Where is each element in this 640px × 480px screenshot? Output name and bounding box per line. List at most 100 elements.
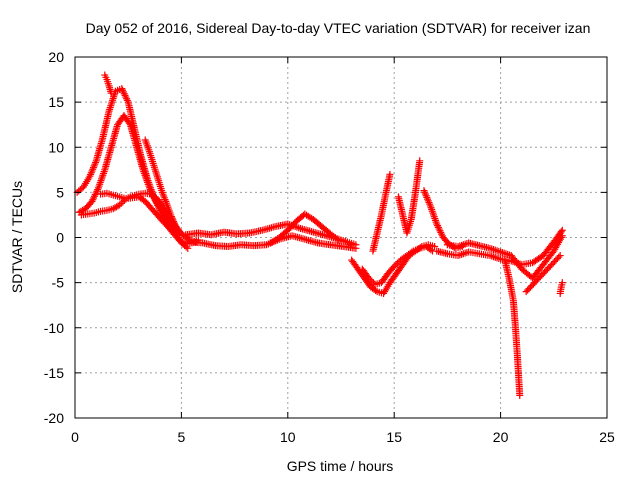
data-point-interp	[174, 227, 182, 235]
x-tick-label: 25	[599, 429, 615, 445]
data-point-interp	[173, 224, 181, 232]
data-point-interp	[368, 277, 376, 285]
data-point	[86, 172, 94, 180]
series-arc-m	[394, 157, 424, 237]
data-point-interp	[92, 189, 100, 197]
y-tick-label: -10	[44, 320, 64, 336]
data-point	[88, 197, 96, 205]
data-point-interp	[436, 227, 444, 235]
data-point	[390, 262, 398, 270]
data-point-interp	[393, 259, 401, 267]
series-arc-i	[267, 210, 360, 249]
data-point-interp	[421, 188, 429, 196]
y-tick-label: -5	[52, 275, 65, 291]
series-arc-f	[101, 71, 115, 97]
data-point-interp	[170, 218, 178, 226]
series-arc-k	[358, 243, 437, 288]
data-point-interp	[89, 196, 97, 204]
series-arc-p	[443, 232, 566, 282]
axis-ticks: 0 5 10 15 20 25 -20 -15 -10 -5 0 5 10 15 20	[44, 49, 615, 445]
data-point-interp	[146, 186, 154, 194]
data-point-interp	[123, 96, 131, 104]
data-point-interp	[366, 276, 374, 284]
data-point	[420, 187, 428, 195]
x-tick-label: 0	[71, 429, 79, 445]
data-point-interp	[90, 192, 98, 200]
y-tick-label: 20	[48, 49, 64, 65]
x-tick-label: 20	[493, 429, 509, 445]
data-point	[160, 219, 168, 227]
data-point	[107, 89, 115, 97]
data-point-interp	[89, 165, 97, 173]
data-point-interp	[427, 246, 435, 254]
data-point	[558, 279, 566, 287]
data-point-interp	[557, 233, 565, 241]
data-point-interp	[170, 219, 178, 227]
x-tick-label: 15	[386, 429, 402, 445]
data-point-interp	[88, 167, 96, 175]
y-tick-label: 10	[48, 139, 64, 155]
data-point-interp	[169, 216, 177, 224]
data-point-interp	[87, 169, 95, 177]
data-point-interp	[333, 235, 341, 243]
data-point-interp	[172, 222, 180, 230]
data-point-interp	[422, 192, 430, 200]
data-point-interp	[121, 91, 129, 99]
data-point-interp	[168, 214, 176, 222]
data-point-interp	[174, 226, 182, 234]
data-point-interp	[434, 223, 442, 231]
data-point-interp	[555, 253, 563, 261]
data-point-interp	[408, 248, 416, 256]
data-point-interp	[425, 199, 433, 207]
data-point	[556, 252, 564, 260]
data-point-interp	[182, 243, 190, 251]
series-arc-l	[369, 170, 394, 255]
y-tick-label: 0	[56, 230, 64, 246]
data-point-interp	[89, 164, 97, 172]
series-arc-d	[97, 189, 181, 239]
data-point-interp	[125, 119, 133, 127]
data-point	[175, 229, 183, 237]
series-arc-j	[348, 241, 439, 297]
data-point-interp	[94, 186, 102, 194]
x-axis-label: GPS time / hours	[287, 458, 394, 474]
series-arc-q	[501, 256, 524, 399]
y-axis-label: SDTVAR / TECUs	[9, 181, 25, 293]
y-tick-label: -20	[44, 410, 64, 426]
data-point	[431, 243, 439, 251]
data-point-interp	[423, 193, 431, 201]
x-tick-label: 10	[280, 429, 296, 445]
data-point-interp	[90, 194, 98, 202]
data-point-interp	[434, 222, 442, 230]
data-point-interp	[93, 187, 101, 195]
data-point-interp	[372, 287, 380, 295]
data-point-interp	[369, 279, 377, 287]
data-point-interp	[164, 222, 172, 230]
data-point	[167, 211, 175, 219]
data-point-interp	[119, 86, 127, 94]
data-point-interp	[119, 88, 127, 96]
data-point-interp	[119, 198, 127, 206]
series-arc-r	[522, 252, 564, 296]
data-point-interp	[426, 200, 434, 208]
data-point	[352, 241, 360, 249]
x-tick-label: 5	[178, 429, 186, 445]
chart-title: Day 052 of 2016, Sidereal Day-to-day VTE…	[86, 20, 591, 36]
data-point-interp	[424, 197, 432, 205]
data-point	[145, 184, 153, 192]
data-point-interp	[167, 213, 175, 221]
data-point-interp	[438, 230, 446, 238]
data-point	[184, 244, 192, 252]
y-tick-label: 15	[48, 94, 64, 110]
data-point	[558, 232, 566, 240]
data-point	[118, 85, 126, 93]
data-point-interp	[92, 158, 100, 166]
data-point	[171, 221, 179, 229]
data-point-interp	[90, 162, 98, 170]
series-arc-e	[141, 136, 183, 237]
data-point-interp	[122, 93, 130, 101]
series-arc-s	[556, 279, 566, 297]
data-point-interp	[184, 235, 192, 243]
data-point-interp	[162, 221, 170, 229]
